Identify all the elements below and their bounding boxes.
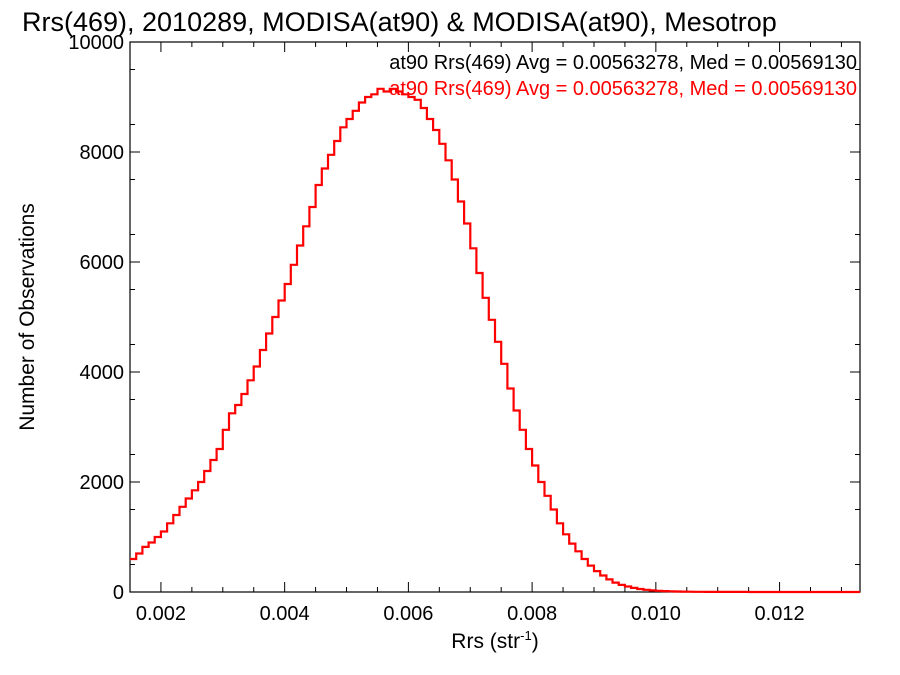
y-tick-label: 2000 xyxy=(80,472,125,494)
x-tick-label: 0.002 xyxy=(136,603,186,625)
histogram-series-line xyxy=(130,87,860,594)
legend-entry-black: at90 Rrs(469) Avg = 0.00563278, Med = 0.… xyxy=(389,52,857,74)
x-tick-label: 0.008 xyxy=(507,603,557,625)
x-tick-label: 0.004 xyxy=(260,603,310,625)
y-tick-label: 4000 xyxy=(80,362,125,384)
x-axis-title: Rrs (str-1) xyxy=(451,628,538,653)
x-axis: 0.002 0.004 0.006 0.008 0.010 0.012 xyxy=(129,42,842,625)
x-axis-title-main: Rrs (str xyxy=(451,630,520,653)
y-tick-label: 8000 xyxy=(80,142,125,164)
x-tick-label: 0.012 xyxy=(755,603,805,625)
y-axis-title: Number of Observations xyxy=(16,203,39,431)
y-tick-label: 6000 xyxy=(80,252,125,274)
legend-entry-red: at90 Rrs(469) Avg = 0.00563278, Med = 0.… xyxy=(389,78,857,100)
x-axis-title-end: ) xyxy=(532,630,539,653)
y-axis: 0 2000 4000 6000 8000 10000 xyxy=(68,32,860,604)
y-tick-label: 10000 xyxy=(68,32,124,54)
y-tick-label: 0 xyxy=(113,582,124,604)
x-axis-title-superscript: -1 xyxy=(520,628,532,643)
x-tick-label: 0.010 xyxy=(631,603,681,625)
x-tick-label: 0.006 xyxy=(383,603,433,625)
plot-frame-border xyxy=(129,41,861,593)
plot-frame xyxy=(129,41,861,593)
chart-title: Rrs(469), 2010289, MODISA(at90) & MODISA… xyxy=(22,7,777,37)
